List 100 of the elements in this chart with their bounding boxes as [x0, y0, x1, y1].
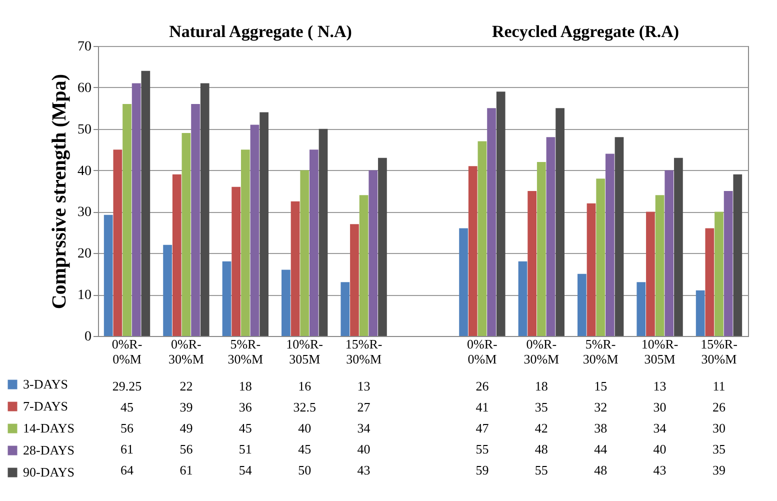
data-label: 13	[653, 378, 666, 394]
bar	[359, 195, 368, 336]
data-label: 64	[120, 462, 134, 478]
bar	[350, 224, 359, 336]
bar	[468, 166, 478, 336]
data-label: 48	[594, 462, 608, 478]
x-tick-label: 0%R-0%M	[467, 336, 498, 366]
bar	[132, 83, 141, 336]
bar	[104, 214, 113, 336]
x-tick-label: 0%R-0%M	[112, 336, 142, 366]
bar	[222, 261, 232, 336]
data-label: 50	[298, 462, 312, 478]
bar	[232, 186, 241, 336]
bar	[478, 141, 487, 336]
data-label: 30	[653, 400, 666, 414]
data-label: 26	[476, 378, 490, 394]
bar	[528, 191, 536, 336]
bar	[655, 195, 664, 336]
bar	[586, 203, 596, 336]
data-label: 18	[534, 378, 548, 394]
bar	[578, 274, 586, 336]
bar	[163, 244, 172, 336]
legend-label: 28-DAYS	[23, 442, 75, 458]
data-label: 11	[712, 378, 726, 394]
y-tick-label: 20	[78, 246, 92, 262]
bar	[614, 137, 624, 336]
bar	[596, 178, 606, 336]
data-label: 41	[476, 400, 489, 414]
bar	[240, 150, 250, 336]
data-label: 39	[712, 462, 726, 478]
bar	[496, 92, 506, 336]
data-label: 43	[357, 462, 370, 478]
bar	[172, 174, 182, 336]
bar	[113, 150, 122, 336]
bar	[705, 228, 714, 336]
data-label: 56	[180, 442, 194, 456]
bar	[260, 112, 268, 336]
bar	[200, 83, 210, 336]
legend-label: 3-DAYS	[23, 376, 68, 392]
data-label: 56	[120, 420, 134, 436]
data-label: 44	[594, 442, 608, 456]
data-label: 15	[594, 378, 608, 394]
data-label: 32	[594, 400, 608, 414]
data-label: 30	[712, 420, 726, 436]
y-tick-label: 40	[78, 164, 92, 179]
x-tick-label: 10%R-305M	[641, 336, 678, 366]
bar	[714, 212, 724, 336]
data-label: 13	[357, 378, 370, 394]
data-label: 42	[534, 420, 548, 436]
data-label: 39	[180, 400, 193, 414]
bar	[487, 108, 496, 336]
bar	[122, 104, 132, 336]
bar	[340, 282, 350, 336]
legend-label: 14-DAYS	[23, 420, 75, 436]
bar	[310, 150, 318, 336]
x-tick-label: 15%R-30%M	[700, 336, 738, 366]
data-label: 34	[653, 420, 667, 436]
data-label: 59	[476, 462, 489, 478]
data-label: 51	[238, 442, 252, 456]
bar	[546, 137, 556, 336]
data-label: 27	[357, 400, 371, 414]
data-label: 43	[653, 462, 666, 478]
x-tick-label: 0%R-30%M	[168, 336, 204, 366]
data-label: 55	[534, 462, 548, 478]
text: Natural Aggregate ( N.A)	[169, 22, 352, 41]
bar	[664, 170, 674, 336]
data-label: 34	[357, 420, 371, 436]
data-label: 54	[238, 462, 252, 478]
bar	[733, 174, 742, 336]
bar	[250, 124, 260, 336]
data-label: 35	[534, 400, 548, 414]
data-label: 35	[712, 442, 726, 456]
data-label: 40	[357, 442, 370, 456]
y-tick-label: 30	[78, 205, 92, 220]
x-tick-label: 15%R-30%M	[345, 336, 382, 366]
bar	[674, 158, 683, 336]
data-label: 16	[298, 378, 312, 394]
data-label: 47	[476, 420, 490, 436]
data-label: 45	[238, 420, 252, 436]
x-tick-label: 5%R-30%M	[228, 336, 264, 366]
data-label: 61	[120, 442, 134, 456]
data-label: 61	[180, 462, 193, 478]
data-label: 45	[120, 400, 134, 414]
bar	[368, 170, 378, 336]
x-tick-label: 5%R-30%M	[582, 336, 619, 366]
y-tick-label: 0	[84, 330, 92, 344]
y-tick-label: 50	[78, 122, 92, 138]
bar	[290, 201, 300, 336]
data-label: 49	[180, 420, 193, 436]
y-tick-label: 70	[78, 40, 92, 54]
legend-label: 90-DAYS	[23, 464, 75, 480]
bar	[318, 128, 328, 336]
bar	[646, 212, 655, 336]
data-label: 55	[476, 442, 489, 456]
bar	[536, 162, 546, 336]
x-tick-label: 0%R-30%M	[524, 336, 560, 366]
data-label: 45	[298, 442, 312, 456]
bar	[282, 270, 290, 336]
bar	[696, 290, 705, 336]
bar	[182, 133, 191, 336]
